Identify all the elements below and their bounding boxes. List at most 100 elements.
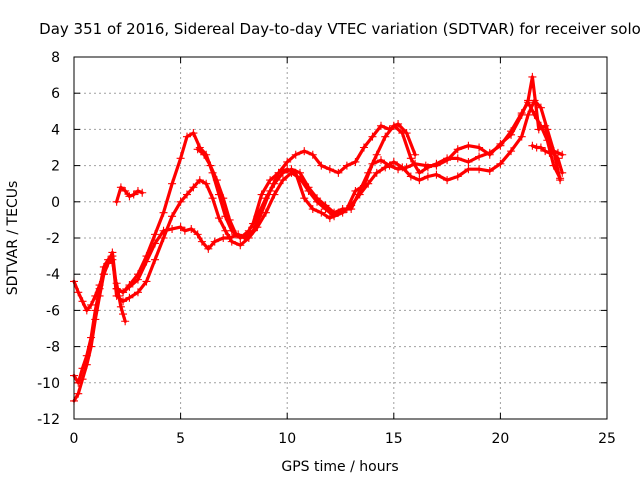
data-point <box>214 214 223 223</box>
data-point <box>112 279 121 288</box>
data-point <box>541 147 550 156</box>
data-point <box>87 300 96 309</box>
data-point <box>225 215 234 224</box>
data-point <box>182 190 191 199</box>
data-point <box>406 154 415 163</box>
data-point <box>180 226 189 235</box>
data-point <box>485 148 494 157</box>
data-point <box>208 194 217 203</box>
data-point <box>151 255 160 264</box>
data-point <box>287 165 296 174</box>
data-point <box>119 288 128 297</box>
data-point <box>74 389 83 398</box>
data-point <box>151 230 160 239</box>
data-point <box>270 190 279 199</box>
data-point <box>351 157 360 166</box>
data-point <box>168 179 177 188</box>
data-point <box>423 163 432 172</box>
data-point <box>423 172 432 181</box>
data-point <box>206 161 215 170</box>
data-point <box>257 208 266 217</box>
series-6 <box>112 279 130 326</box>
series-3 <box>70 98 565 405</box>
data-point <box>453 154 462 163</box>
x-tick-label: 5 <box>176 431 185 447</box>
data-point <box>283 157 292 166</box>
data-point <box>432 170 441 179</box>
data-point <box>530 110 539 119</box>
data-point <box>176 154 185 163</box>
data-point <box>389 157 398 166</box>
data-point <box>394 119 403 128</box>
data-point <box>313 194 322 203</box>
data-point <box>524 98 533 107</box>
x-tick-label: 0 <box>70 431 79 447</box>
data-point <box>227 237 236 246</box>
y-tick-label: -2 <box>46 231 60 247</box>
chart-title: Day 351 of 2016, Sidereal Day-to-day VTE… <box>39 20 640 38</box>
data-point <box>168 224 177 233</box>
data-point <box>334 168 343 177</box>
y-tick-label: -8 <box>46 340 60 356</box>
data-point <box>119 310 128 319</box>
data-point <box>159 234 168 242</box>
data-point <box>219 194 228 203</box>
data-point <box>453 145 462 154</box>
data-point <box>304 183 313 192</box>
data-point <box>114 291 123 300</box>
y-tick-label: 6 <box>51 86 60 102</box>
data-point <box>236 241 245 250</box>
data-point <box>200 150 209 159</box>
data-point <box>193 145 202 154</box>
x-tick-label: 20 <box>491 431 509 447</box>
series-2-trace <box>72 98 562 385</box>
data-point <box>91 315 100 324</box>
y-tick-label: 2 <box>51 159 60 175</box>
data-point <box>116 183 125 192</box>
data-point <box>496 159 505 168</box>
data-point <box>464 157 473 166</box>
data-point <box>295 168 304 177</box>
data-point <box>475 143 484 152</box>
data-point <box>372 168 381 177</box>
data-point <box>202 179 211 188</box>
data-point <box>325 165 334 174</box>
data-point <box>398 163 407 172</box>
x-tick-labels: 0 5 10 15 20 25 <box>70 431 616 447</box>
data-point <box>381 132 390 141</box>
data-point <box>195 176 204 185</box>
data-point <box>364 168 373 177</box>
data-point <box>108 255 117 264</box>
data-point <box>517 132 526 141</box>
data-point <box>266 186 275 195</box>
data-point <box>104 259 113 268</box>
data-point <box>507 147 516 156</box>
data-point <box>278 176 287 185</box>
data-point <box>464 141 473 150</box>
data-point <box>543 125 552 134</box>
data-point <box>368 132 377 141</box>
data-point <box>121 186 130 195</box>
series-1 <box>70 72 567 315</box>
x-tick-label: 25 <box>598 431 616 447</box>
data-point <box>176 197 185 206</box>
data-point <box>475 152 484 161</box>
data-point <box>553 148 562 157</box>
data-point <box>308 205 317 214</box>
data-point <box>116 302 125 311</box>
data-point <box>549 161 558 170</box>
data-point <box>129 190 138 199</box>
data-point <box>453 172 462 181</box>
y-tick-label: -4 <box>46 267 60 283</box>
data-point <box>187 224 196 233</box>
data-point <box>528 141 537 150</box>
data-point <box>347 205 356 214</box>
data-point <box>543 136 552 145</box>
data-point <box>536 143 545 152</box>
data-point <box>530 96 539 105</box>
data-point <box>257 190 266 199</box>
y-tick-label: -10 <box>37 376 60 392</box>
data-point <box>232 230 241 239</box>
grid-layer <box>74 57 607 419</box>
series-4-trace <box>196 122 417 240</box>
